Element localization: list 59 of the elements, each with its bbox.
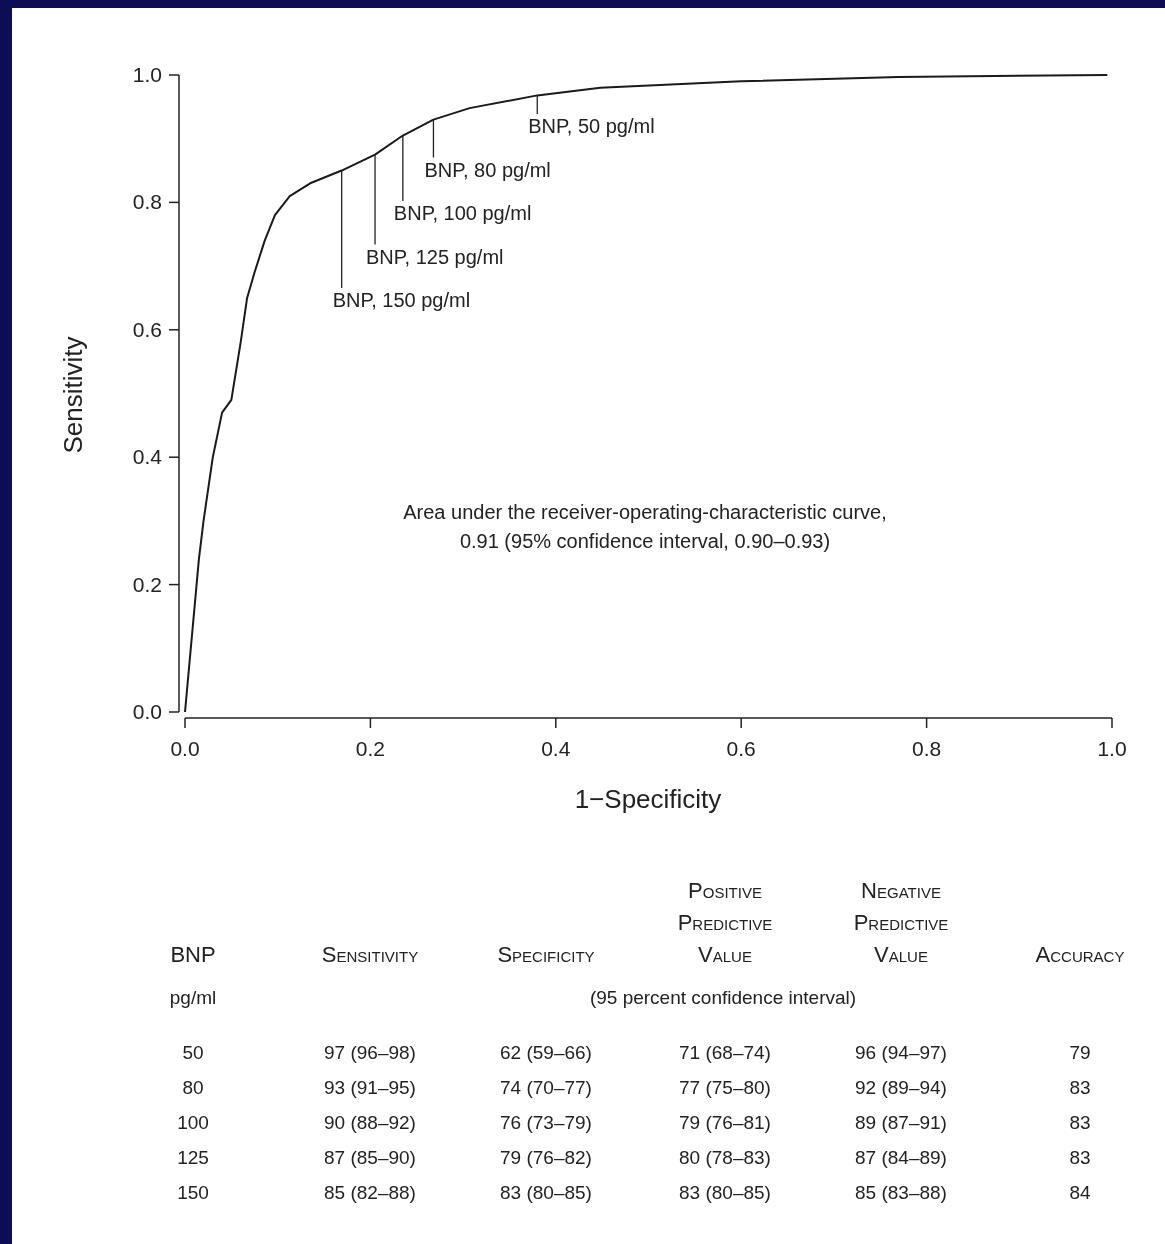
text: Sensitivity [321, 942, 419, 967]
text: 71 (68–74) [679, 1042, 771, 1063]
text: 83 [1069, 1077, 1091, 1098]
text: (95 percent confidence interval) [589, 987, 857, 1008]
y-tick-label: 1.0 [132, 63, 162, 86]
text: 97 (96–98) [324, 1042, 416, 1063]
x-tick-label: 0.2 [355, 737, 385, 760]
text: 80 (78–83) [679, 1147, 771, 1168]
text: 83 (80–85) [679, 1182, 771, 1203]
y-tick-label: 0.8 [132, 190, 162, 214]
x-tick-label: 0.6 [726, 737, 756, 760]
text: 87 (85–90) [324, 1147, 416, 1168]
text: 90 (88–92) [324, 1112, 416, 1133]
annotation: BNP, 150 pg/ml [332, 289, 471, 311]
text: 96 (94–97) [855, 1042, 947, 1063]
text: 74 (70–77) [500, 1077, 592, 1098]
text: BNP [170, 942, 216, 967]
text: 125 [177, 1147, 209, 1168]
text: 87 (84–89) [855, 1147, 947, 1168]
text: 79 (76–81) [679, 1112, 771, 1133]
annotation: BNP, 50 pg/ml [528, 115, 655, 137]
text: 79 (76–82) [500, 1147, 592, 1168]
y-tick-label: 0.4 [132, 445, 163, 469]
annotation: BNP, 80 pg/ml [424, 158, 551, 181]
text: 80 [182, 1077, 204, 1098]
y-axis-title: Sensitivity [58, 336, 88, 454]
text: 85 (82–88) [324, 1182, 416, 1203]
annotation: Area under the receiver-operating-characteristic curve, 0.91 (95% confidence interval, 0.90–0.93) [403, 501, 887, 552]
text: 79 [1069, 1042, 1091, 1063]
text: 83 [1069, 1112, 1091, 1133]
text: 84 [1069, 1182, 1091, 1203]
y-tick-label: 0.6 [132, 317, 162, 341]
x-tick-label: 0.0 [170, 737, 200, 760]
y-tick-label: 0.0 [132, 700, 162, 723]
text: 77 (75–80) [679, 1077, 771, 1098]
text: 89 (87–91) [855, 1112, 947, 1133]
text: 83 [1069, 1147, 1091, 1168]
line-series [184, 74, 1109, 713]
text: Specificity [497, 942, 595, 967]
text: 150 [177, 1182, 209, 1203]
text: Negative Predictive Value [853, 878, 949, 967]
annotation: BNP, 100 pg/ml [393, 202, 532, 224]
text: 83 (80–85) [500, 1182, 592, 1203]
x-tick-label: 0.4 [541, 737, 571, 760]
x-axis-title: 1−Specificity [574, 784, 722, 814]
text: 85 (83–88) [855, 1182, 947, 1203]
y-tick-label: 0.2 [132, 572, 162, 596]
text: Accuracy [1035, 942, 1125, 967]
text: Positive Predictive Value [677, 878, 773, 967]
text: pg/ml [169, 987, 217, 1008]
text: 62 (59–66) [500, 1042, 592, 1063]
text: 76 (73–79) [500, 1112, 592, 1133]
text: 93 (91–95) [324, 1077, 416, 1098]
annotation: BNP, 125 pg/ml [366, 245, 504, 268]
x-tick-label: 0.8 [912, 737, 942, 760]
text: 92 (89–94) [855, 1077, 947, 1098]
text: 100 [177, 1112, 209, 1133]
text: 50 [182, 1042, 204, 1063]
x-tick-label: 1.0 [1097, 737, 1127, 760]
